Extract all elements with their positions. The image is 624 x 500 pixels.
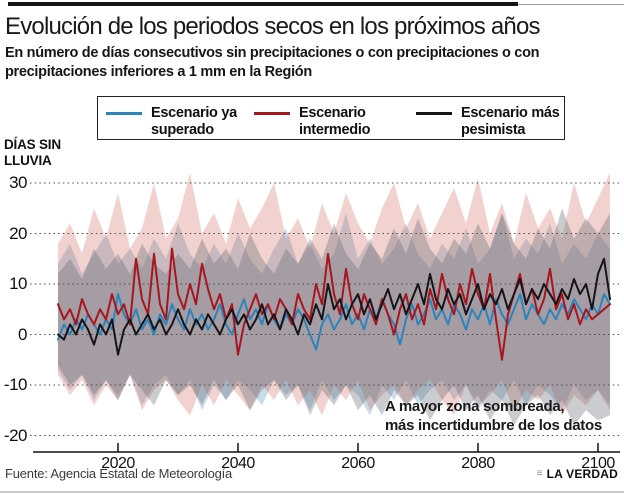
annotation-line-2: más incertidumbre de los datos xyxy=(385,417,602,434)
y-axis-title: DÍAS SIN LLUVIA xyxy=(4,137,61,168)
legend-label-mas-pesimista: Escenario más pesimista xyxy=(461,105,560,138)
legend-item-mas-pesimista: Escenario más pesimista xyxy=(416,105,563,139)
annotation-line-1: A mayor zona sombreada, xyxy=(385,398,565,415)
brand-logo-icon: ≡ xyxy=(536,468,543,479)
chart-annotation: A mayor zona sombreada, más incertidumbr… xyxy=(385,397,602,435)
page-title: Evolución de los periodos secos en los p… xyxy=(5,13,541,40)
x-tick-label-2080: 2080 xyxy=(461,455,495,472)
brand-mark: ≡ LA VERDAD xyxy=(537,467,618,481)
x-tick-label-2020: 2020 xyxy=(101,455,135,472)
brand-name: LA VERDAD xyxy=(546,467,618,481)
x-tick-label-2060: 2060 xyxy=(341,455,375,472)
subtitle-line-2: precipitaciones inferiores a 1 mm en la … xyxy=(5,64,312,80)
y-tick-label-10: 10 xyxy=(9,274,27,293)
y-tick-label-30: 30 xyxy=(9,173,27,192)
y-tick-label-20: 20 xyxy=(9,223,27,243)
uncertainty-band-mas-pesimista xyxy=(58,208,610,426)
series-line-ya-superado xyxy=(57,293,611,351)
chart-subtitle: En número de días consecutivos sin preci… xyxy=(5,44,617,82)
subtitle-line-1: En número de días consecutivos sin preci… xyxy=(5,45,540,61)
legend-item-intermedio: Escenario intermedio xyxy=(254,105,399,139)
y-tick-label--20: -20 xyxy=(3,425,28,445)
source-credit: Fuente: Agencia Estatal de Meteorología xyxy=(5,466,233,481)
x-tick-label-2040: 2040 xyxy=(221,455,255,472)
legend-label-ya-superado: Escenario ya superado xyxy=(151,105,237,138)
bottom-rule xyxy=(0,491,624,493)
top-rule xyxy=(8,2,518,6)
legend-swatch-ya-superado xyxy=(106,112,142,115)
uncertainty-band-ya-superado xyxy=(58,213,610,416)
legend-swatch-mas-pesimista xyxy=(416,112,452,115)
chart-legend: Escenario ya superado Escenario intermed… xyxy=(97,96,565,140)
y-tick-label-0: 0 xyxy=(18,324,27,344)
top-rule-light xyxy=(518,4,624,5)
series-line-mas-pesimista xyxy=(57,257,611,356)
legend-swatch-intermedio xyxy=(254,112,290,115)
y-tick-label--10: -10 xyxy=(3,375,28,394)
legend-item-ya-superado: Escenario ya superado xyxy=(106,105,251,139)
x-tick-label-2100: 2100 xyxy=(581,455,615,472)
series-line-intermedio xyxy=(57,247,611,361)
legend-label-intermedio: Escenario intermedio xyxy=(299,105,371,138)
